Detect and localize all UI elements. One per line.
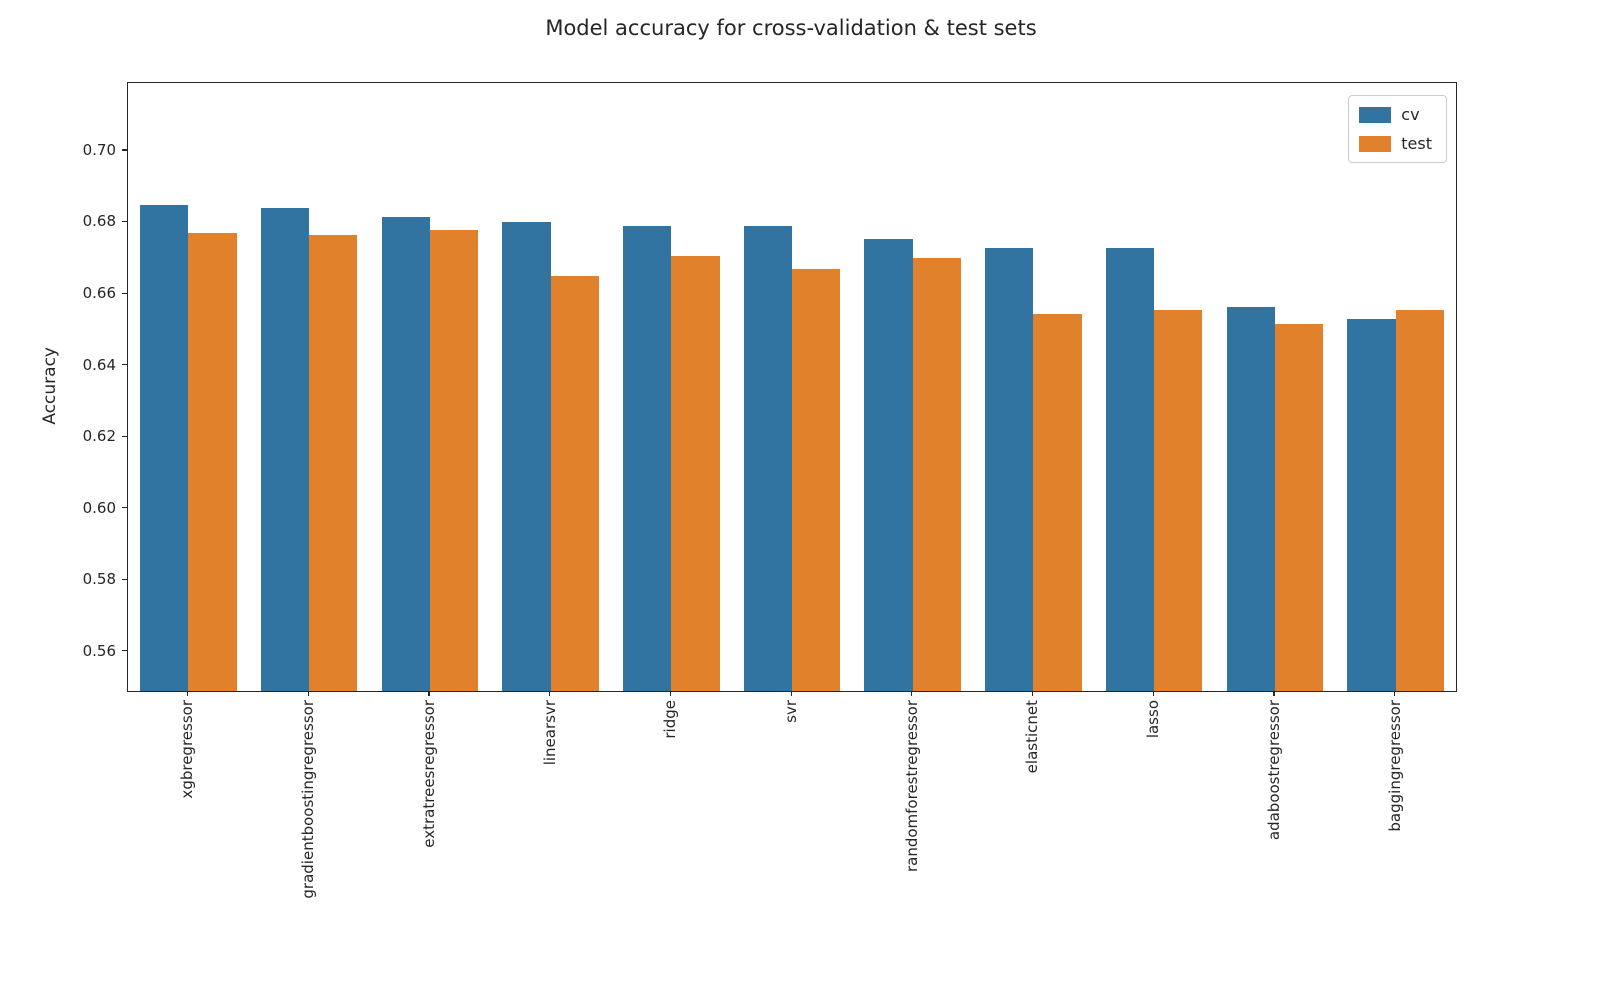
bar-cv-lasso [1105,247,1155,691]
y-tick-label: 0.56 [82,641,116,660]
bar-cv-linearsvr [502,222,551,691]
x-tick-mark [911,691,913,696]
y-tick-label: 0.60 [82,498,116,517]
legend-label-cv: cv [1401,105,1420,124]
y-tick-mark [122,220,127,223]
y-tick-mark [122,435,127,437]
x-tick-label: baggingregressor [1385,700,1404,832]
bar-cv-elasticnet [985,247,1034,691]
bar-test-xgbregressor [188,233,237,691]
bar-test-lasso [1154,310,1203,691]
bar-test-ridge [671,256,720,691]
bar-test-baggingregressor [1395,310,1444,691]
x-tick-label: lasso [1144,700,1163,739]
x-tick-label: svr [782,700,800,723]
x-tick-mark [669,691,671,696]
x-tick-mark [428,691,430,696]
y-axis-label-wrap: Accuracy [38,82,62,690]
bar-cv-svr [743,226,792,691]
x-tick-mark [186,691,189,696]
bar-test-randomforestregressor [912,258,961,691]
legend-label-test: test [1401,134,1432,153]
y-tick-label: 0.64 [82,355,116,374]
y-tick-label: 0.68 [82,212,116,231]
y-tick-mark [122,650,127,652]
bar-test-svr [792,268,841,691]
cv-swatch-icon [1359,106,1392,123]
x-tick-mark [307,691,309,696]
legend: cv test [1348,95,1447,163]
bar-cv-xgbregressor [140,204,189,691]
x-tick-label: elasticnet [1023,700,1042,774]
legend-entry-test: test [1359,134,1432,153]
y-tick-mark [122,578,127,580]
bar-test-linearsvr [550,276,599,691]
x-tick-mark [790,691,792,696]
x-tick-label: xgbregressor [178,700,197,799]
chart-title: Model accuracy for cross-validation & te… [545,16,1037,40]
x-tick-mark [1152,691,1154,696]
bar-cv-ridge [622,226,672,691]
bar-test-extratreesregressor [429,229,479,691]
test-swatch-icon [1359,135,1392,152]
bar-cv-baggingregressor [1347,319,1396,691]
x-tick-label: ridge [661,700,680,739]
y-tick-label: 0.66 [82,284,116,302]
plot-area: cv test [127,82,1457,692]
x-tick-mark [1273,691,1275,696]
x-tick-mark [1394,691,1396,696]
x-tick-label: linearsvr [540,700,559,766]
y-tick-mark [122,149,127,151]
x-tick-mark [549,691,551,696]
x-tick-label: randomforestregressor [902,700,921,873]
bar-test-adaboostregressor [1274,324,1324,691]
y-tick-label: 0.70 [82,140,116,159]
y-tick-mark [122,507,127,509]
bar-test-gradientboostingregressor [309,235,358,691]
y-tick-mark [122,364,127,366]
bar-test-elasticnet [1033,313,1082,691]
x-tick-label: gradientboostingregressor [299,700,318,899]
legend-entry-cv: cv [1359,105,1432,124]
y-tick-label: 0.62 [82,427,116,446]
y-tick-mark [122,292,127,294]
x-tick-label: adaboostregressor [1264,700,1283,841]
bar-cv-gradientboostingregressor [260,208,310,691]
y-tick-label: 0.58 [82,570,116,589]
bar-cv-adaboostregressor [1226,306,1275,691]
x-tick-mark [1031,691,1034,696]
bar-cv-randomforestregressor [864,238,913,691]
x-tick-label: extratreesregressor [419,700,438,848]
bar-cv-extratreesregressor [381,217,430,691]
